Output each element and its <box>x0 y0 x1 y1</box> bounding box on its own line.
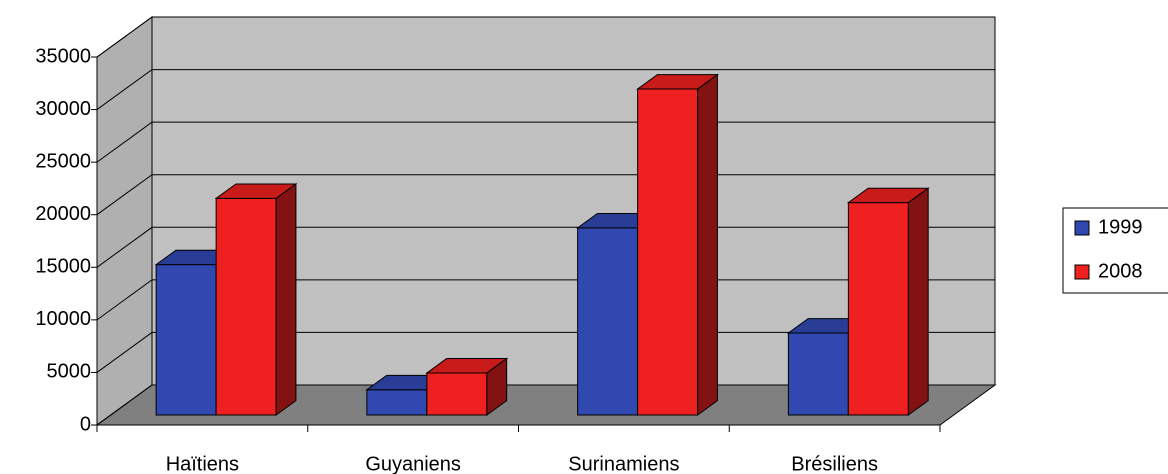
bar-front <box>787 332 849 416</box>
y-tick-label: 30000 <box>35 98 91 120</box>
y-tick-label: 20000 <box>35 203 91 225</box>
bar <box>425 357 509 416</box>
grid-line <box>96 69 995 110</box>
bar-front <box>426 372 488 416</box>
x-tick-label: Guyaniens <box>365 453 461 474</box>
y-tick-label: 0 <box>80 413 91 435</box>
bar-front <box>155 264 217 416</box>
grid-line <box>96 16 995 58</box>
bar-side <box>697 73 718 416</box>
legend-label: 1999 <box>1098 216 1143 238</box>
y-tick-label: 10000 <box>35 308 91 330</box>
bar-front <box>847 202 909 416</box>
bar-side <box>486 357 508 416</box>
bar <box>636 73 719 416</box>
legend-label: 2008 <box>1098 260 1143 282</box>
legend-swatch <box>1074 264 1090 280</box>
legend-swatch <box>1074 220 1090 236</box>
bar-front <box>637 88 699 416</box>
bar-side <box>907 187 929 416</box>
bar-side <box>275 183 297 416</box>
y-tick-label: 15000 <box>35 256 91 278</box>
x-tick-label: Brésiliens <box>791 453 878 474</box>
x-tick-label: Surinamiens <box>568 453 679 474</box>
bar <box>846 187 930 416</box>
y-tick-label: 5000 <box>47 361 92 383</box>
bar <box>214 183 298 416</box>
bar-front <box>577 227 639 416</box>
side-wall <box>96 16 153 426</box>
y-tick-label: 35000 <box>35 45 91 67</box>
bar-front <box>215 197 277 416</box>
bar-front <box>366 389 428 416</box>
y-tick-label: 25000 <box>35 150 91 172</box>
x-tick-label: Haïtiens <box>166 453 239 474</box>
